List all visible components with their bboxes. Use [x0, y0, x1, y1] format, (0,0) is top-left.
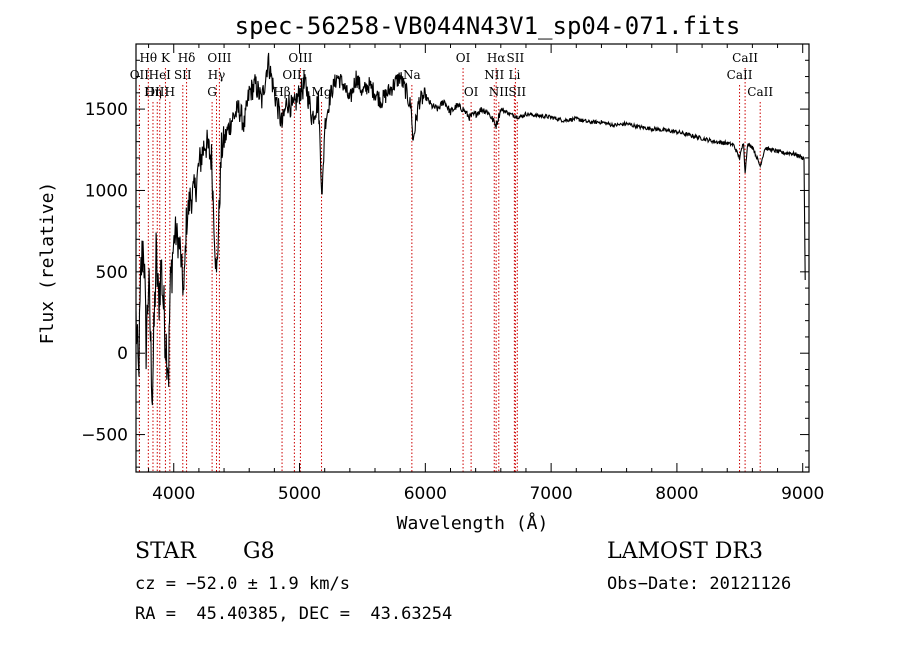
line-label-13: OIII [282, 68, 306, 82]
x-tick-label-4000: 4000 [152, 484, 195, 504]
line-label-25: CaII [732, 51, 758, 65]
line-label-19: Hα [487, 51, 506, 65]
x-tick-label-7000: 7000 [529, 484, 572, 504]
line-label-0: Hθ [139, 51, 157, 65]
line-label-4: K [161, 51, 171, 65]
line-label-23: NII [489, 85, 509, 99]
line-label-27: CaII [747, 85, 773, 99]
y-tick-label-1500: 1500 [85, 100, 128, 120]
line-label-20: SII [507, 51, 525, 65]
line-label-8: Hδ [178, 51, 196, 65]
spectrum-line [136, 52, 806, 406]
line-label-21: NII [484, 68, 504, 82]
line-label-6: H [165, 85, 175, 99]
line-label-2: OIII [145, 85, 169, 99]
y-tick-label--500: −500 [81, 426, 128, 446]
coordinates: RA = 45.40385, DEC = 43.63254 [135, 604, 453, 624]
line-label-26: CaII [727, 68, 753, 82]
line-label-12: OIII [288, 51, 312, 65]
line-label-14: Hβ [273, 85, 290, 99]
line-label-5: HeI [149, 68, 172, 82]
line-label-3: Hη [144, 85, 162, 99]
y-axis-label: Flux (relative) [37, 182, 58, 345]
observation-date: Obs−Date: 20121126 [607, 574, 792, 594]
redshift-velocity: cz = −52.0 ± 1.9 km/s [135, 574, 350, 594]
object-class: STAR [135, 539, 196, 564]
line-label-18: OI [464, 85, 479, 99]
chart-title: spec-56258-VB044N43V1_sp04-071.fits [235, 12, 741, 40]
line-label-10: Hγ [208, 68, 226, 82]
y-tick-label-0: 0 [117, 344, 128, 364]
line-label-11: G [207, 85, 217, 99]
object-subclass: G8 [243, 539, 275, 564]
line-label-16: Na [403, 68, 421, 82]
x-axis-label: Wavelength (Å) [397, 512, 549, 534]
y-tick-label-500: 500 [96, 263, 128, 283]
line-label-22: Li [508, 68, 520, 82]
line-label-15: Mg [312, 85, 332, 99]
line-label-9: OIII [207, 51, 231, 65]
x-tick-label-8000: 8000 [655, 484, 698, 504]
survey-label: LAMOST DR3 [607, 539, 763, 564]
line-label-7: SII [174, 68, 192, 82]
x-tick-label-9000: 9000 [781, 484, 824, 504]
line-label-1: OII [130, 68, 150, 82]
x-tick-label-5000: 5000 [278, 484, 321, 504]
line-label-17: OI [456, 51, 471, 65]
line-label-24: SII [508, 85, 526, 99]
y-tick-label-1000: 1000 [85, 181, 128, 201]
x-tick-label-6000: 6000 [404, 484, 447, 504]
plot-frame [135, 43, 810, 473]
